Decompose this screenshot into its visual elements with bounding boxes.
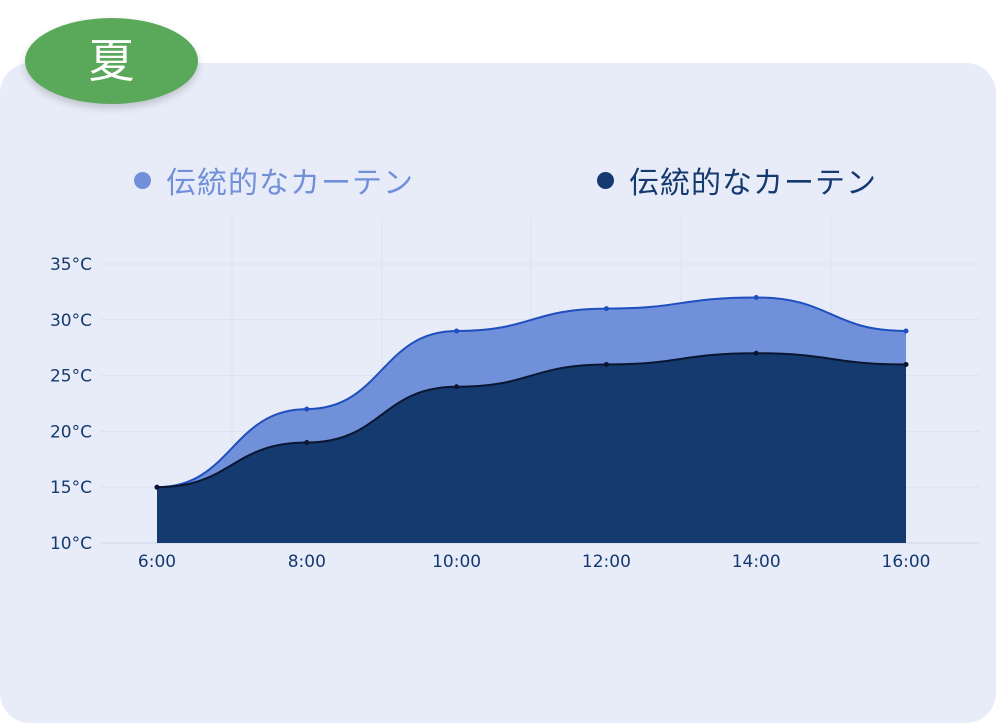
- legend-item-series-2: 伝統的なカーテン: [597, 158, 877, 202]
- x-tick-label: 12:00: [582, 552, 631, 572]
- area-series-2: [157, 353, 906, 543]
- point-series-1-8:00: [304, 406, 310, 412]
- legend-label-series-1: 伝統的なカーテン: [166, 166, 414, 201]
- y-tick-label: 15°C: [50, 478, 92, 498]
- season-label: 夏: [88, 34, 135, 88]
- line-series-2: [156, 352, 907, 489]
- point-series-2-16:00: [903, 361, 909, 367]
- point-series-1-12:00: [603, 306, 609, 312]
- x-tick-label: 10:00: [432, 552, 481, 572]
- y-tick-label: 10°C: [50, 534, 92, 554]
- point-series-2-6:00: [154, 484, 160, 490]
- x-tick-label: 14:00: [732, 552, 781, 572]
- x-tick-label: 6:00: [138, 552, 176, 572]
- y-tick-label: 25°C: [50, 367, 92, 387]
- season-badge: 夏: [25, 18, 198, 104]
- y-tick-label: 35°C: [50, 255, 92, 275]
- y-tick-label: 30°C: [50, 311, 92, 331]
- point-series-2-12:00: [603, 361, 609, 367]
- x-tick-label: 16:00: [882, 552, 931, 572]
- x-tick-label: 8:00: [288, 552, 326, 572]
- legend-label-series-2: 伝統的なカーテン: [629, 166, 877, 201]
- chart-legend: 伝統的なカーテン 伝統的なカーテン: [0, 158, 996, 208]
- area-chart: 6:00 8:00 10:00 12:00 14:00 16:00 10°C 15°C 20°C…: [50, 218, 980, 572]
- legend-item-series-1: 伝統的なカーテン: [134, 158, 414, 202]
- point-series-1-14:00: [753, 294, 759, 300]
- line-series-1: [156, 296, 907, 489]
- point-series-2-10:00: [454, 384, 460, 390]
- point-series-1-16:00: [903, 328, 909, 334]
- y-tick-label: 20°C: [50, 422, 92, 442]
- point-series-2-14:00: [753, 350, 759, 356]
- legend-dot-series-2: [597, 171, 614, 189]
- point-series-1-10:00: [454, 328, 460, 334]
- point-series-2-8:00: [304, 440, 310, 446]
- legend-dot-series-1: [134, 171, 151, 189]
